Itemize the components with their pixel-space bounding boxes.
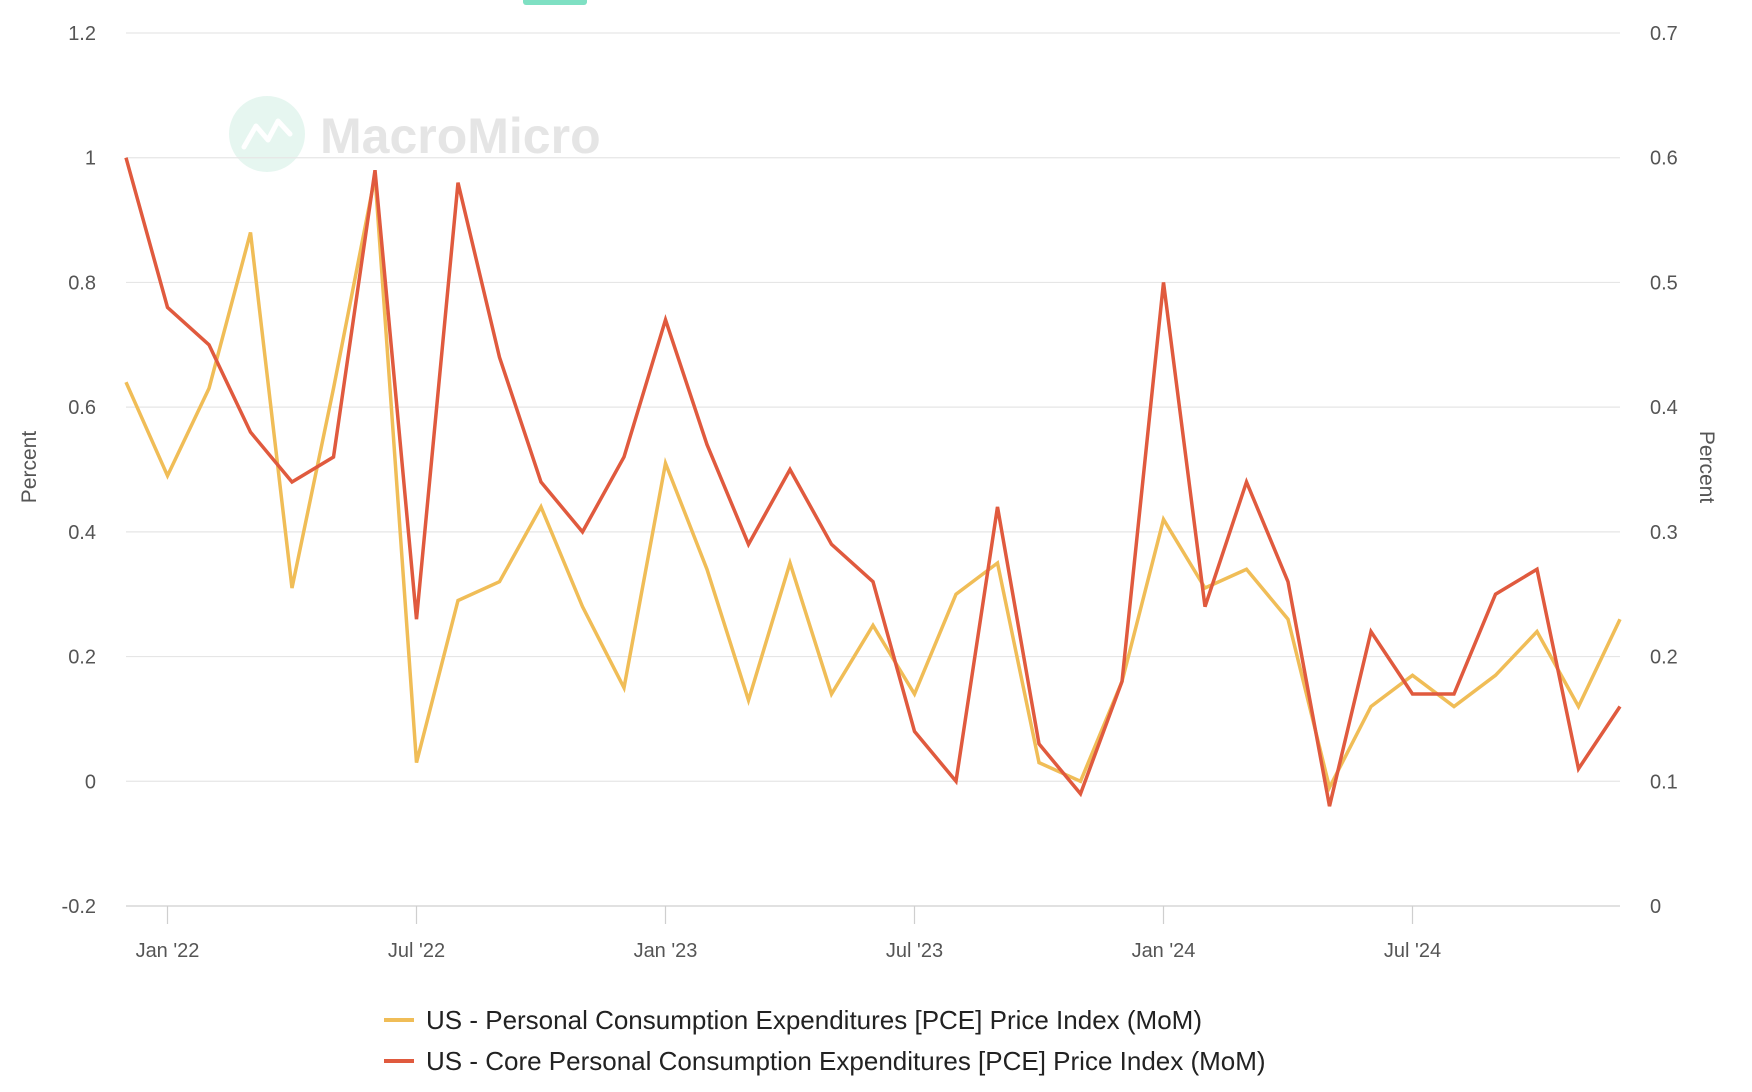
x-tick-label: Jul '23 (886, 940, 943, 962)
left-axis-title: Percent (18, 431, 41, 504)
x-axis: Jan '22 Jul '22 Jan '23 Jul '23 Jan '24 Jul '… (136, 906, 1441, 962)
left-tick-label: 0 (85, 771, 96, 793)
legend-item-pce[interactable]: US - Personal Consumption Expenditures [… (384, 1005, 1202, 1035)
right-tick-label: 0.2 (1650, 647, 1678, 669)
macromicro-watermark: MacroMicro (229, 96, 601, 172)
top-tab-indicator (523, 0, 587, 5)
pce-series-line[interactable] (124, 176, 1622, 793)
right-tick-label: 0.7 (1650, 23, 1678, 45)
left-tick-label: 1.2 (68, 23, 96, 45)
macromicro-logo-icon (229, 96, 305, 172)
legend-item-core-pce[interactable]: US - Core Personal Consumption Expenditu… (384, 1046, 1266, 1076)
left-tick-label: 0.4 (68, 522, 96, 544)
legend-label-pce: US - Personal Consumption Expenditures [… (426, 1005, 1202, 1035)
right-tick-label: 0.1 (1650, 771, 1678, 793)
left-tick-label: -0.2 (62, 896, 96, 918)
core-pce-series-line[interactable] (124, 157, 1622, 807)
right-axis-title: Percent (1695, 431, 1718, 504)
left-tick-label: 0.6 (68, 397, 96, 419)
gridlines (126, 32, 1620, 907)
legend-label-core-pce: US - Core Personal Consumption Expenditu… (426, 1046, 1266, 1076)
x-tick-label: Jul '24 (1384, 940, 1441, 962)
right-tick-label: 0.3 (1650, 522, 1678, 544)
series-lines (124, 157, 1622, 807)
x-tick-label: Jan '24 (1132, 940, 1196, 962)
right-tick-label: 0.6 (1650, 148, 1678, 170)
watermark-text: MacroMicro (320, 108, 601, 164)
left-y-axis: -0.2 0 0.2 0.4 0.6 0.8 1 1.2 (62, 23, 96, 918)
left-tick-label: 0.8 (68, 272, 96, 294)
right-tick-label: 0.5 (1650, 272, 1678, 294)
x-tick-label: Jan '22 (136, 940, 200, 962)
legend[interactable]: US - Personal Consumption Expenditures [… (384, 1005, 1266, 1076)
right-tick-label: 0.4 (1650, 397, 1678, 419)
x-tick-label: Jul '22 (388, 940, 445, 962)
left-tick-label: 0.2 (68, 647, 96, 669)
left-tick-label: 1 (85, 148, 96, 170)
x-tick-label: Jan '23 (634, 940, 698, 962)
right-tick-label: 0 (1650, 896, 1661, 918)
right-y-axis: 0 0.1 0.2 0.3 0.4 0.5 0.6 0.7 (1650, 23, 1678, 918)
